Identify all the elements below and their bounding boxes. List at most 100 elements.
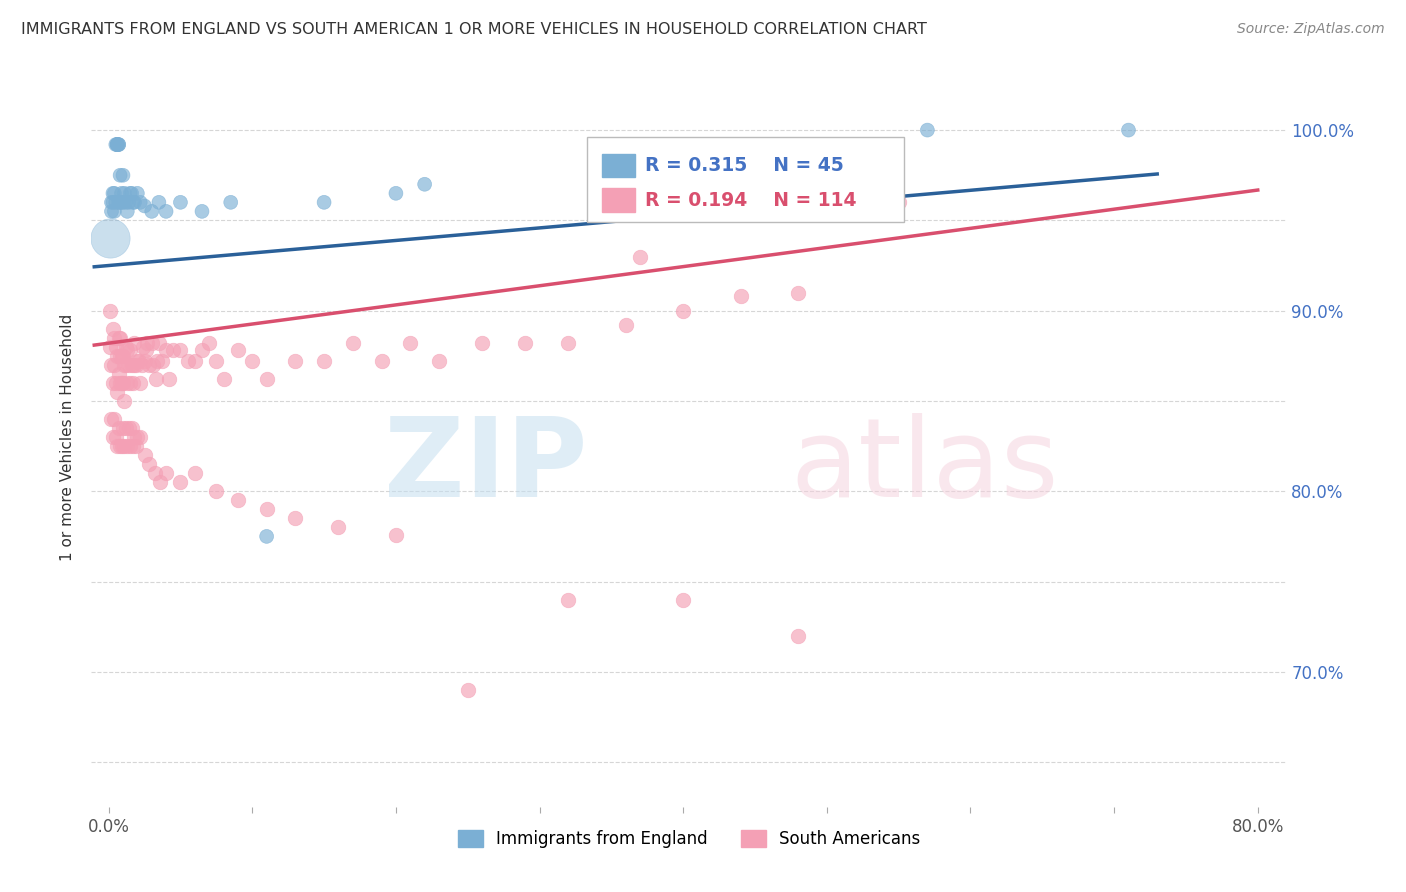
Point xyxy=(108,349,131,363)
Point xyxy=(141,336,163,351)
Point xyxy=(105,439,128,453)
Point xyxy=(107,421,129,435)
Point xyxy=(112,186,135,201)
Point xyxy=(108,195,131,210)
Point xyxy=(205,354,228,368)
Point xyxy=(284,511,307,525)
Point xyxy=(150,354,173,368)
Point xyxy=(105,137,128,152)
Point xyxy=(112,439,135,453)
Point xyxy=(111,421,134,435)
Point xyxy=(100,412,122,426)
Point xyxy=(672,303,695,318)
Point xyxy=(212,372,235,386)
Point xyxy=(103,358,125,372)
Point xyxy=(557,592,579,607)
Point xyxy=(328,520,350,534)
Point xyxy=(314,195,336,210)
Point xyxy=(155,466,177,480)
Point xyxy=(557,336,579,351)
Text: Source: ZipAtlas.com: Source: ZipAtlas.com xyxy=(1237,22,1385,37)
Point xyxy=(105,137,128,152)
Point xyxy=(121,186,143,201)
Point xyxy=(101,186,124,201)
Point xyxy=(143,466,166,480)
Point xyxy=(120,376,142,390)
Point xyxy=(205,484,228,499)
Point xyxy=(176,354,198,368)
Point xyxy=(115,195,138,210)
Point xyxy=(129,430,152,444)
Point xyxy=(226,493,249,508)
Point xyxy=(111,376,134,390)
Point xyxy=(385,527,408,541)
Point xyxy=(131,358,153,372)
Point xyxy=(101,376,124,390)
Point xyxy=(141,204,163,219)
Point xyxy=(730,289,752,303)
Point xyxy=(107,137,129,152)
Point xyxy=(103,412,125,426)
Point xyxy=(184,354,207,368)
Point xyxy=(100,195,122,210)
Point xyxy=(107,367,129,381)
Point xyxy=(226,343,249,358)
Point xyxy=(127,430,149,444)
Point xyxy=(118,195,141,210)
Point xyxy=(672,592,695,607)
FancyBboxPatch shape xyxy=(588,137,904,222)
Point xyxy=(471,336,494,351)
Point xyxy=(101,322,124,336)
Point xyxy=(105,137,128,152)
Point xyxy=(111,195,134,210)
Point xyxy=(127,186,149,201)
Point xyxy=(184,466,207,480)
Point xyxy=(104,430,127,444)
Point xyxy=(413,178,436,192)
Point xyxy=(138,457,160,471)
Point xyxy=(120,439,142,453)
Point xyxy=(118,421,141,435)
Point xyxy=(105,384,128,399)
Point xyxy=(124,195,146,210)
Point xyxy=(284,354,307,368)
Point xyxy=(124,336,146,351)
Point xyxy=(105,349,128,363)
Point xyxy=(134,448,156,462)
Point xyxy=(105,137,128,152)
Point xyxy=(138,358,160,372)
Point xyxy=(169,475,191,490)
Point xyxy=(145,372,167,386)
Text: IMMIGRANTS FROM ENGLAND VS SOUTH AMERICAN 1 OR MORE VEHICLES IN HOUSEHOLD CORREL: IMMIGRANTS FROM ENGLAND VS SOUTH AMERICA… xyxy=(21,22,927,37)
Point xyxy=(342,336,364,351)
Point xyxy=(191,204,214,219)
Point xyxy=(108,331,131,345)
Point xyxy=(515,336,537,351)
Bar xyxy=(602,188,636,212)
Point xyxy=(427,354,450,368)
Point xyxy=(134,354,156,368)
Text: ZIP: ZIP xyxy=(384,413,588,520)
Point xyxy=(256,502,278,516)
Point xyxy=(169,195,191,210)
Point xyxy=(787,629,810,643)
Point xyxy=(887,195,910,210)
Point xyxy=(155,204,177,219)
Point xyxy=(134,199,156,213)
Text: atlas: atlas xyxy=(790,413,1059,520)
Point xyxy=(115,340,138,354)
Point xyxy=(136,336,159,351)
Point xyxy=(111,168,134,182)
Point xyxy=(314,354,336,368)
Point xyxy=(120,343,142,358)
Point xyxy=(111,349,134,363)
Point xyxy=(132,340,155,354)
Point xyxy=(101,430,124,444)
Point xyxy=(101,195,124,210)
Point xyxy=(103,331,125,345)
Point xyxy=(256,372,278,386)
Point xyxy=(104,137,127,152)
Y-axis label: 1 or more Vehicles in Household: 1 or more Vehicles in Household xyxy=(60,313,76,561)
Point xyxy=(169,343,191,358)
Point xyxy=(117,439,139,453)
